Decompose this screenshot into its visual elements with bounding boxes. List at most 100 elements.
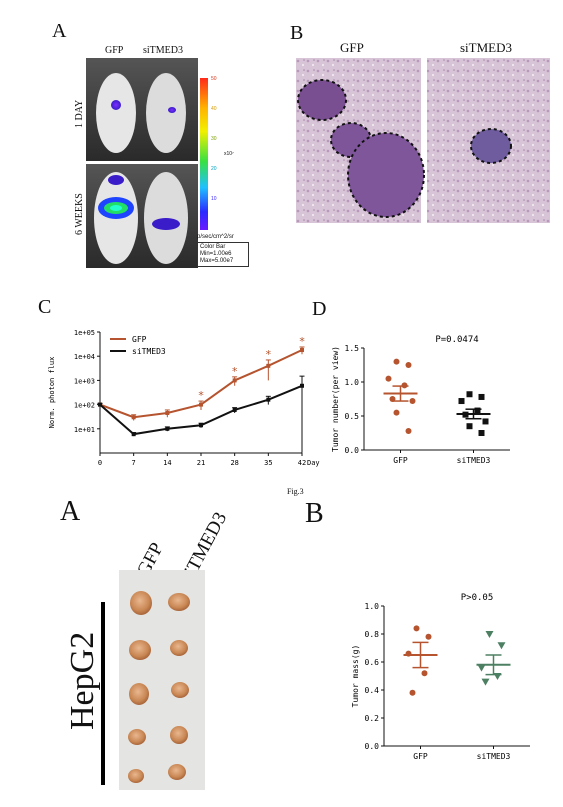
mass-point	[425, 633, 432, 640]
flux-point	[232, 378, 237, 383]
bottom-panel-a-letter: A	[60, 496, 81, 527]
flux-point	[165, 410, 170, 415]
flux-point	[131, 432, 136, 437]
signal-gfp-1day	[111, 100, 121, 110]
flux-point	[300, 383, 304, 388]
panel-a-row-1day: 1 DAY	[74, 99, 85, 128]
mouse-sitmed3-1day	[146, 73, 186, 153]
flux-y-tick-label: 1e+05	[74, 329, 95, 337]
tumor-sitmed3-4	[170, 726, 188, 744]
flux-y-tick-label: 1e+04	[74, 353, 95, 361]
colorbar-gradient	[200, 78, 208, 230]
number-point	[466, 391, 473, 398]
flux-y-axis-label: Norm. photon flux	[48, 357, 56, 429]
signal-sitmed3-1day	[168, 107, 176, 113]
tumor-sitmed3-1	[168, 593, 190, 611]
mass-point	[413, 625, 420, 632]
flux-legend-label: GFP	[132, 335, 147, 344]
tumor-sitmed3-5	[168, 764, 186, 780]
colorbar-tick-20: 20	[211, 166, 217, 172]
mass-y-axis-label: Tumor mass(g)	[351, 645, 360, 708]
flux-x-tick-label: 0	[98, 459, 102, 467]
colorbar-tick-10: 10	[211, 196, 217, 202]
mass-y-tick-label: 0.0	[365, 742, 380, 751]
flux-significance-star: *	[299, 335, 306, 348]
panel-a-letter: A	[52, 20, 67, 42]
tumor-gfp-2	[129, 640, 151, 660]
panel-a-col-sitmed3: siTMED3	[143, 45, 183, 56]
mass-y-tick-label: 1.0	[365, 602, 380, 611]
mouse-imaging-panel	[86, 58, 198, 268]
panel-b-letter: B	[290, 22, 304, 44]
mass-x-tick-label: GFP	[413, 752, 428, 761]
mass-point	[485, 631, 494, 638]
number-point	[385, 375, 392, 382]
mass-x-tick-label: siTMED3	[477, 752, 511, 761]
histology-images	[296, 58, 550, 223]
flux-significance-star: *	[265, 348, 272, 361]
panel-d-letter: D	[312, 298, 327, 320]
flux-point	[300, 348, 304, 353]
mass-y-tick-label: 0.2	[365, 714, 380, 723]
flux-x-tick-label: 35	[264, 459, 272, 467]
mass-point	[477, 664, 486, 672]
signal-gfp-6weeks-upper	[108, 175, 124, 185]
mouse-gfp-1day	[96, 73, 136, 153]
colorbar-legend-min: Min=1.00e6	[200, 251, 232, 257]
tumor-gfp-4	[128, 729, 146, 745]
panel-c-letter: C	[38, 296, 52, 318]
colorbar-legend-title: Color Bar	[200, 244, 226, 250]
number-y-axis-label: Tumor number(per view)	[331, 346, 340, 452]
tumor-nodule-gfp-3	[347, 132, 425, 218]
tumor-number-chart: 0.0 0.5 1.0 1.5 GFP siTMED3 Tumor number(per v…	[331, 335, 510, 465]
number-y-tick-label: 1.5	[345, 344, 360, 353]
flux-x-tick-label: 7	[132, 459, 136, 467]
mass-point	[409, 689, 416, 696]
tumor-mass-chart: 0.0 0.2 0.4 0.6 0.8 1.0 GFP siTMED3 Tumor mass(g…	[351, 593, 530, 761]
number-point	[482, 418, 489, 425]
figure-label: Fig.3	[287, 487, 304, 496]
mass-y-tick-label: 0.8	[365, 630, 380, 639]
flux-point	[266, 363, 271, 368]
signal-sitmed3-6weeks	[152, 218, 180, 230]
number-point	[409, 398, 416, 405]
flux-point	[165, 426, 170, 431]
tumor-gfp-5	[128, 769, 144, 783]
flux-point	[199, 423, 203, 428]
tumor-photo	[119, 570, 205, 790]
mass-y-tick-label: 0.6	[365, 658, 380, 667]
number-annotation: P=0.0474	[435, 335, 478, 345]
number-point	[478, 430, 485, 436]
tumor-nodule-gfp-1	[297, 79, 347, 121]
tumor-sitmed3-2	[170, 640, 188, 656]
colorbar-tick-40: 40	[211, 106, 217, 112]
hepg2-label: HepG2	[64, 631, 101, 730]
flux-point	[232, 407, 237, 412]
colorbar-multiplier: x10⁷	[224, 151, 234, 157]
flux-y-tick-label: 1e+03	[74, 377, 95, 385]
number-x-tick-label: GFP	[393, 456, 408, 465]
number-y-tick-label: 0.5	[345, 412, 360, 421]
panel-a-col-gfp: GFP	[105, 45, 124, 56]
number-point	[405, 362, 412, 368]
number-x-tick-label: siTMED3	[457, 456, 491, 465]
mass-point	[497, 642, 506, 650]
mass-y-tick-label: 0.4	[365, 686, 380, 695]
tumor-gfp-3	[129, 683, 149, 705]
number-y-tick-label: 1.0	[345, 378, 360, 387]
flux-point	[266, 397, 271, 402]
number-point	[466, 423, 473, 430]
flux-significance-star: *	[198, 389, 205, 402]
flux-point	[98, 402, 102, 407]
mass-annotation: P>0.05	[461, 593, 494, 603]
flux-x-axis-label: Days	[307, 459, 320, 467]
panel-a-row-6weeks: 6 WEEKS	[74, 193, 85, 235]
number-point	[458, 398, 465, 405]
colorbar-tick-50: 50	[211, 76, 217, 82]
number-y-tick-label: 0.0	[345, 446, 360, 455]
photon-flux-chart: 1e+01 1e+02 1e+03 1e+04 1e+05 0 7 14 21 28 35 42 Day…	[48, 329, 320, 467]
number-point	[393, 409, 400, 416]
tumor-gfp-1	[130, 591, 152, 615]
colorbar-legend-box: Color Bar Min=1.00e6 Max=5.00e7	[197, 242, 249, 267]
number-point	[474, 407, 481, 414]
